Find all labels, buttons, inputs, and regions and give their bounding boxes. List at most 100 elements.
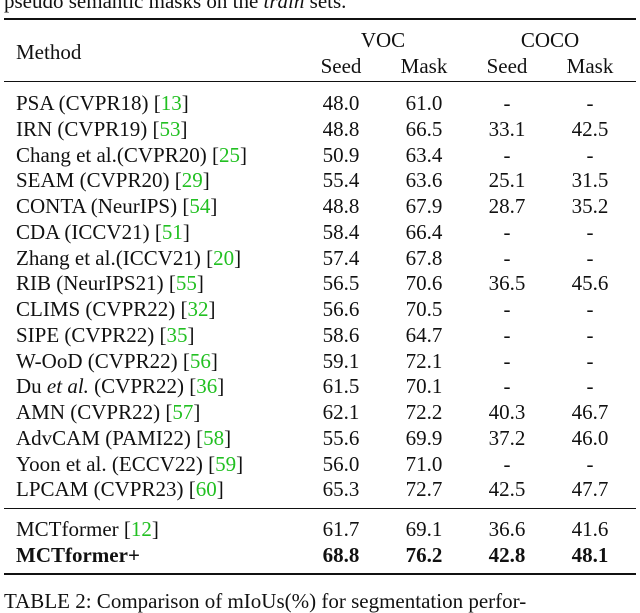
method-cell: W-OoD (CVPR22) [56] <box>16 348 218 373</box>
citation[interactable]: [25] <box>211 142 247 167</box>
value-cell: 48.8 <box>322 194 360 218</box>
value-cell: - <box>503 245 511 270</box>
method-cell: MCTformer+ <box>16 545 140 566</box>
method-cell: CLIMS (CVPR22) [32] <box>16 299 216 320</box>
citation[interactable]: [51] <box>154 219 190 244</box>
method-cell: CDA (ICCV21) [51] <box>16 219 190 244</box>
value-cell: 56.0 <box>322 451 360 476</box>
value-cell: 36.6 <box>488 517 526 541</box>
method-cell: IRN (CVPR19) [53] <box>16 116 188 141</box>
value-cell: - <box>586 142 594 167</box>
value-cell: 48.0 <box>322 91 360 115</box>
value-cell: - <box>503 297 511 321</box>
citation[interactable]: [29] <box>174 168 210 193</box>
value-cell: 76.2 <box>405 543 443 567</box>
value-cell: - <box>586 451 594 476</box>
method-cell: PSA (CVPR18) [13] <box>16 93 189 114</box>
value-cell: 72.1 <box>405 348 443 373</box>
citation[interactable]: [58] <box>196 425 232 450</box>
value-cell: 36.5 <box>488 271 526 296</box>
value-cell: - <box>503 451 511 476</box>
value-cell: 33.1 <box>488 116 526 141</box>
value-cell: 55.6 <box>322 425 360 450</box>
value-cell: - <box>503 219 511 244</box>
method-cell: MCTformer [12] <box>16 519 159 540</box>
value-cell: 45.6 <box>571 271 609 296</box>
rule <box>4 18 636 20</box>
citation[interactable]: [12] <box>123 517 159 541</box>
text-segment: IRN (CVPR19) <box>16 116 148 141</box>
text-segment: Zhang et al.(ICCV21) <box>16 245 201 270</box>
citation[interactable]: [59] <box>208 451 244 476</box>
method-cell: Du et al. (CVPR22) [36] <box>16 376 224 397</box>
value-cell: 48.8 <box>322 116 360 141</box>
column-header: Seed <box>486 54 528 78</box>
value-cell: - <box>503 322 511 347</box>
value-cell: 58.6 <box>322 322 360 347</box>
value-cell: 61.5 <box>322 374 360 399</box>
rule <box>4 81 636 82</box>
text-segment: W-OoD (CVPR22) <box>16 348 178 373</box>
value-cell: 71.0 <box>405 451 443 476</box>
value-cell: 57.4 <box>322 245 360 270</box>
value-cell: 40.3 <box>488 400 526 424</box>
text-segment: Du <box>16 374 47 399</box>
value-cell: - <box>586 322 594 347</box>
text-segment: CDA (ICCV21) <box>16 219 150 244</box>
value-cell: 69.1 <box>405 517 443 541</box>
value-cell: 67.8 <box>405 245 443 270</box>
value-cell: - <box>503 374 511 399</box>
value-cell: - <box>586 348 594 373</box>
method-cell: Chang et al.(CVPR20) [25] <box>16 142 247 167</box>
text-segment: SIPE (CVPR22) <box>16 322 155 347</box>
value-cell: 50.9 <box>322 142 360 167</box>
citation[interactable]: [32] <box>180 297 216 321</box>
citation[interactable]: [20] <box>206 245 242 270</box>
text-segment: et al. <box>46 374 89 399</box>
value-cell: 63.6 <box>405 168 443 193</box>
value-cell: 55.4 <box>322 168 360 193</box>
group-header: VOC <box>360 28 406 52</box>
value-cell: 72.7 <box>405 477 443 502</box>
value-cell: 69.9 <box>405 425 443 450</box>
text-segment: CONTA (NeurIPS) <box>16 194 178 218</box>
method-cell: CONTA (NeurIPS) [54] <box>16 196 217 217</box>
text-segment: Chang et al.(CVPR20) <box>16 142 207 167</box>
value-cell: 42.5 <box>488 477 526 502</box>
value-cell: 42.8 <box>488 543 526 567</box>
value-cell: 28.7 <box>488 194 526 218</box>
citation[interactable]: [55] <box>168 271 204 296</box>
value-cell: 25.1 <box>488 168 526 193</box>
method-cell: AMN (CVPR22) [57] <box>16 402 200 423</box>
citation[interactable]: [60] <box>188 477 224 502</box>
value-cell: 48.1 <box>571 543 609 567</box>
citation[interactable]: [54] <box>182 194 218 218</box>
text-segment: Yoon et al. (ECCV22) <box>16 451 203 476</box>
citation[interactable]: [53] <box>152 116 188 141</box>
value-cell: 68.8 <box>322 543 360 567</box>
value-cell: 46.0 <box>571 425 609 450</box>
citation[interactable]: [57] <box>165 400 201 424</box>
text-segment: MCTformer <box>16 517 119 541</box>
value-cell: 61.7 <box>322 517 360 541</box>
text-segment: AdvCAM (PAMI22) <box>16 425 191 450</box>
value-cell: 46.7 <box>571 400 609 424</box>
text-segment: CLIMS (CVPR22) <box>16 297 176 321</box>
value-cell: 35.2 <box>571 194 609 218</box>
value-cell: - <box>586 219 594 244</box>
value-cell: 63.4 <box>405 142 443 167</box>
text-segment: SEAM (CVPR20) <box>16 168 170 193</box>
value-cell: 47.7 <box>571 477 609 502</box>
column-header: Mask <box>566 54 614 78</box>
header-method: Method <box>16 40 82 64</box>
text-segment: MCTformer+ <box>16 543 140 567</box>
citation[interactable]: [36] <box>189 374 225 399</box>
method-cell: Zhang et al.(ICCV21) [20] <box>16 245 242 270</box>
citation[interactable]: [56] <box>182 348 218 373</box>
citation[interactable]: [35] <box>159 322 195 347</box>
value-cell: 67.9 <box>405 194 443 218</box>
text-segment: sets. <box>304 0 347 13</box>
citation[interactable]: [13] <box>153 91 189 115</box>
value-cell: 64.7 <box>405 322 443 347</box>
value-cell: - <box>586 374 594 399</box>
